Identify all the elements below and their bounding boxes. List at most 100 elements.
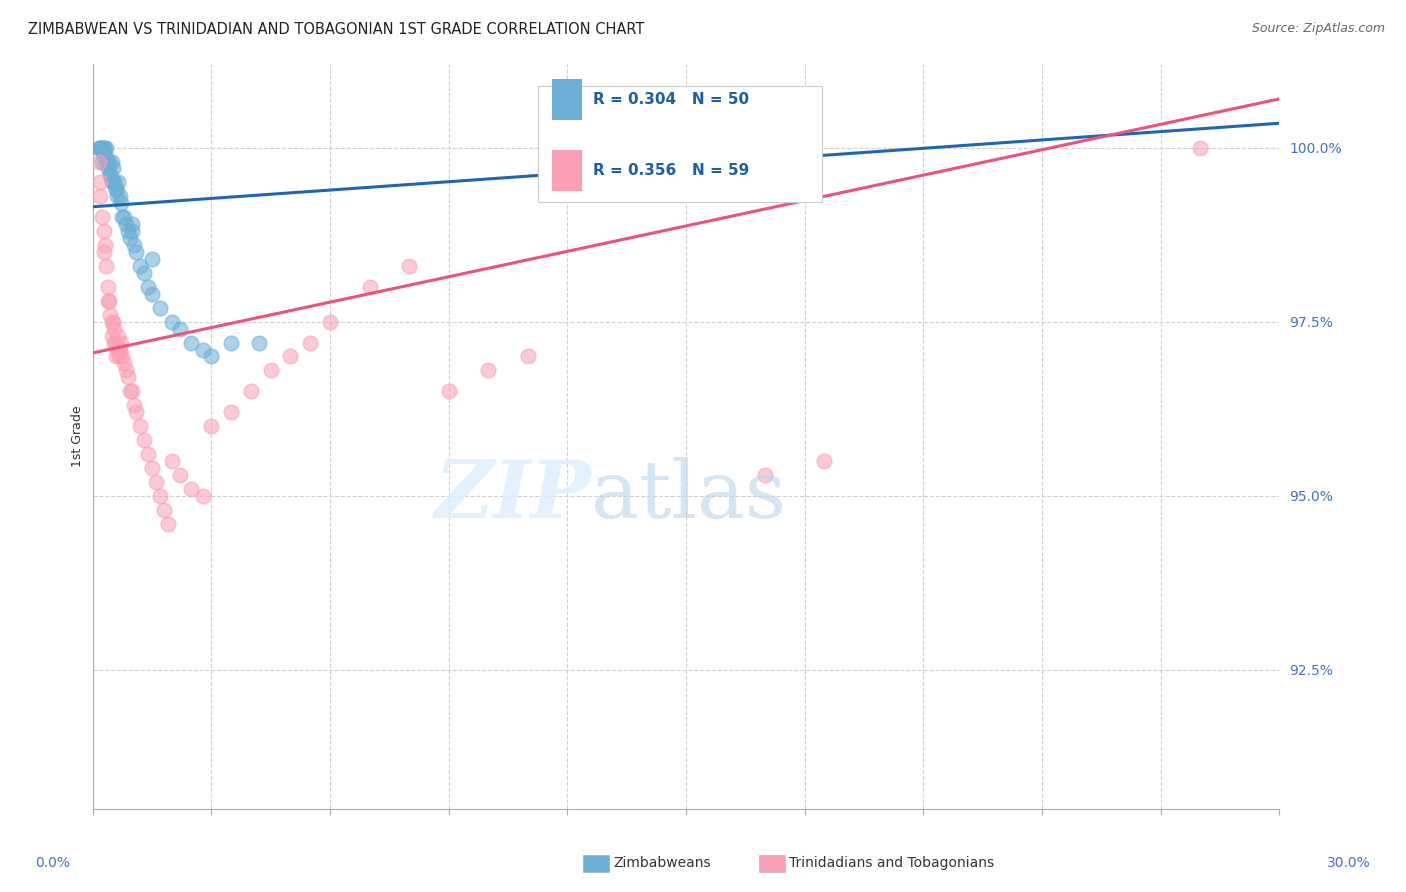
Point: [93, 245, 115, 260]
Text: Source: ZipAtlas.com: Source: ZipAtlas.com: [1251, 22, 1385, 36]
Point: [121, 224, 143, 238]
Point: [160, 454, 183, 468]
Point: [115, 363, 138, 377]
Point: [101, 154, 124, 169]
Point: [87, 140, 110, 154]
Point: [97, 161, 120, 176]
Point: [96, 154, 118, 169]
Point: [110, 189, 132, 203]
Point: [89, 140, 111, 154]
Point: [398, 259, 420, 273]
Text: ZIMBABWEAN VS TRINIDADIAN AND TOBAGONIAN 1ST GRADE CORRELATION CHART: ZIMBABWEAN VS TRINIDADIAN AND TOBAGONIAN…: [28, 22, 644, 37]
Point: [129, 259, 152, 273]
Point: [105, 182, 128, 196]
Bar: [553, 150, 582, 191]
Point: [132, 266, 155, 280]
Point: [98, 293, 121, 308]
Point: [100, 315, 122, 329]
Point: [87, 154, 110, 169]
Point: [101, 161, 124, 176]
Point: [89, 189, 111, 203]
Point: [141, 252, 163, 266]
Point: [89, 176, 111, 190]
Point: [97, 280, 120, 294]
Point: [89, 140, 111, 154]
Text: R = 0.356   N = 59: R = 0.356 N = 59: [593, 162, 749, 178]
Point: [160, 315, 183, 329]
Point: [117, 224, 139, 238]
Point: [93, 140, 115, 154]
Point: [247, 335, 270, 350]
Point: [103, 321, 125, 335]
Point: [169, 467, 191, 482]
Point: [93, 224, 115, 238]
Point: [115, 217, 138, 231]
Point: [107, 176, 129, 190]
Point: [110, 335, 132, 350]
Point: [125, 245, 148, 260]
Point: [193, 343, 215, 357]
Point: [97, 293, 120, 308]
Point: [200, 350, 222, 364]
Point: [136, 447, 159, 461]
Point: [111, 211, 134, 225]
Point: [169, 321, 191, 335]
Point: [193, 489, 215, 503]
Point: [105, 350, 128, 364]
Point: [100, 176, 122, 190]
Point: [101, 328, 124, 343]
Point: [98, 154, 121, 169]
Text: Zimbabweans: Zimbabweans: [613, 856, 710, 871]
Point: [100, 308, 122, 322]
Point: [96, 140, 118, 154]
Point: [94, 238, 117, 252]
Point: [219, 405, 242, 419]
Point: [94, 147, 117, 161]
Point: [180, 335, 202, 350]
Point: [120, 384, 142, 399]
Point: [299, 335, 322, 350]
Y-axis label: 1st Grade: 1st Grade: [72, 406, 84, 467]
Point: [111, 350, 134, 364]
Point: [477, 363, 499, 377]
Point: [121, 217, 143, 231]
Point: [125, 405, 148, 419]
Text: ZIP: ZIP: [434, 458, 591, 535]
Point: [754, 467, 776, 482]
Point: [120, 231, 142, 245]
Text: Trinidadians and Tobagonians: Trinidadians and Tobagonians: [789, 856, 994, 871]
Point: [105, 189, 128, 203]
Text: 30.0%: 30.0%: [1327, 856, 1371, 871]
Point: [101, 315, 124, 329]
Point: [219, 335, 242, 350]
Point: [91, 154, 114, 169]
Point: [149, 489, 172, 503]
Point: [91, 140, 114, 154]
FancyBboxPatch shape: [537, 87, 823, 202]
Point: [112, 211, 135, 225]
Text: R = 0.304   N = 50: R = 0.304 N = 50: [593, 92, 749, 107]
Point: [93, 147, 115, 161]
Point: [107, 328, 129, 343]
Point: [259, 363, 281, 377]
Point: [93, 140, 115, 154]
Point: [103, 176, 125, 190]
Point: [121, 384, 143, 399]
Text: atlas: atlas: [591, 457, 786, 535]
Point: [96, 259, 118, 273]
Point: [319, 315, 342, 329]
Point: [110, 343, 132, 357]
Point: [280, 350, 302, 364]
Point: [437, 384, 460, 399]
Point: [359, 280, 381, 294]
Text: 0.0%: 0.0%: [35, 856, 70, 871]
Point: [152, 502, 174, 516]
Point: [813, 454, 835, 468]
Point: [103, 176, 125, 190]
Point: [117, 370, 139, 384]
Point: [100, 169, 122, 183]
Point: [136, 280, 159, 294]
Point: [180, 482, 202, 496]
Point: [132, 433, 155, 447]
Point: [110, 196, 132, 211]
